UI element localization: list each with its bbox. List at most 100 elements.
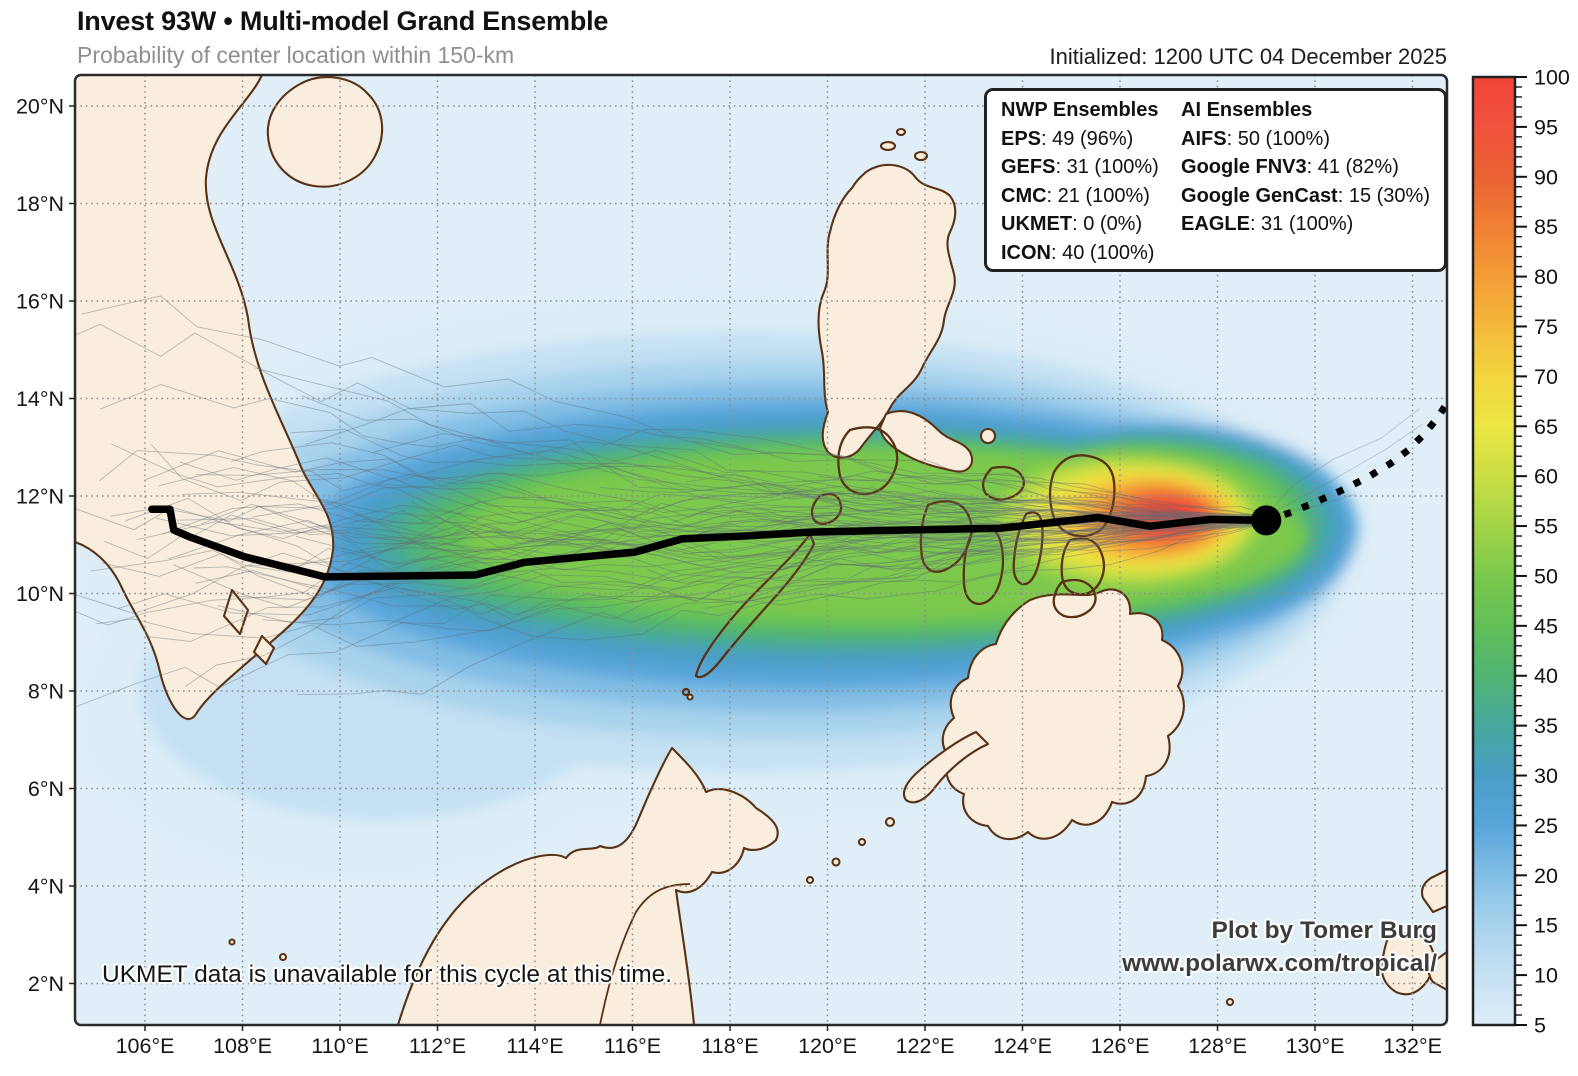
x-axis-label: 124°E	[993, 1034, 1052, 1058]
colorbar-tick-label: 70	[1534, 365, 1558, 389]
land-sulu-4	[805, 875, 815, 885]
ensemble-track	[168, 509, 1269, 560]
ensemble-track	[125, 497, 1268, 540]
ensemble-track	[262, 515, 1264, 632]
y-axis-label: 16°N	[16, 290, 64, 314]
credit-author: Plot by Tomer Burg	[1211, 917, 1437, 944]
land-catanduanes	[979, 427, 997, 445]
x-axis-label: 132°E	[1383, 1034, 1442, 1058]
ensemble-track	[110, 443, 1270, 526]
probability-heatmap	[80, 296, 1360, 875]
legend-heading: AI Ensembles	[1181, 99, 1313, 121]
island-masbate	[981, 465, 1025, 501]
best-track-line	[148, 505, 1271, 581]
land-moluccas-2	[1427, 950, 1447, 992]
ensemble-track	[290, 428, 1269, 523]
land-sulu-2	[857, 837, 867, 847]
legend-heading: NWP Ensembles	[1001, 99, 1159, 121]
ensemble-track	[181, 491, 1264, 567]
ensemble-track	[691, 440, 1270, 525]
gridlines	[75, 75, 1447, 1025]
land-mekong-islet	[222, 588, 250, 636]
colorbar-tick-label: 15	[1534, 914, 1558, 938]
land-islet-s2	[228, 938, 236, 946]
x-axis-label: 116°E	[604, 1034, 661, 1058]
y-axis-label: 12°N	[16, 485, 64, 509]
legend-item: Google GenCast: 15 (30%)	[1181, 184, 1430, 207]
ensemble-track	[817, 475, 1268, 521]
land-babuyan-2	[913, 150, 929, 162]
colorbar-tick-label: 100	[1534, 66, 1570, 90]
legend-item: GEFS: 31 (100%)	[1001, 156, 1159, 178]
ensemble-track	[305, 408, 1268, 517]
ukmet-note: UKMET data is unavailable for this cycle…	[102, 961, 673, 988]
island-panay	[919, 500, 973, 573]
land-babuyan-3	[895, 127, 907, 137]
page-title: Invest 93W • Multi-model Grand Ensemble	[77, 6, 609, 36]
ensemble-legend: NWP Ensembles EPS: 49 (96%) GEFS: 31 (100%…	[984, 88, 1447, 272]
land-hainan	[266, 76, 384, 188]
ensemble-track	[147, 521, 1263, 642]
colorbar-tick-label: 5	[1534, 1014, 1546, 1038]
colorbar-tick-label: 85	[1534, 215, 1558, 239]
ensemble-track	[1265, 408, 1420, 517]
y-axis-label: 20°N	[16, 95, 64, 119]
y-axis-label: 4°N	[28, 875, 64, 899]
y-axis-label: 14°N	[16, 387, 64, 411]
land-borneo	[396, 746, 779, 1025]
track-layer	[148, 401, 1447, 581]
ensemble-track	[195, 469, 1269, 520]
legend-item: Google FNV3: 41 (82%)	[1181, 156, 1399, 178]
land-islet-s3	[1225, 997, 1235, 1007]
colorbar-tick-label: 35	[1534, 714, 1558, 738]
ensemble-track	[1265, 423, 1423, 517]
ensemble-track	[297, 522, 1265, 695]
current-position-marker	[1251, 505, 1282, 536]
ensemble-track	[95, 523, 1266, 647]
colorbar-tick-label: 55	[1534, 515, 1558, 539]
ensemble-track	[137, 518, 1270, 544]
ensemble-track	[193, 520, 1268, 641]
land-spratly	[686, 693, 694, 701]
ensemble-track	[75, 323, 1266, 518]
legend-column: AI Ensembles AIFS: 50 (100%) Google FNV3: …	[1181, 96, 1430, 264]
ensemble-track	[217, 517, 1268, 624]
ensemble-track	[387, 519, 1269, 625]
x-axis-label: 118°E	[701, 1034, 758, 1058]
colorbar-tick-label: 90	[1534, 165, 1558, 189]
land-mindanao	[941, 588, 1185, 841]
axis-labels: 106°E 108°E 110°E 112°E 114°E 116°E 118°E 120°E…	[16, 95, 1442, 1059]
x-axis-label: 120°E	[798, 1034, 857, 1058]
island-bohol	[1052, 578, 1097, 619]
island-leyte	[1060, 537, 1106, 596]
initialized-timestamp: Initialized: 1200 UTC 04 December 2025	[1049, 44, 1447, 69]
x-axis-label: 112°E	[409, 1034, 466, 1058]
legend-item: ICON: 40 (100%)	[1001, 241, 1155, 264]
land-mekong-islet-2	[252, 634, 276, 666]
credits: Plot by Tomer Burg www.polarwx.com/tropi…	[1122, 914, 1437, 980]
ensemble-track	[185, 519, 1264, 687]
ensemble-track	[700, 505, 1265, 525]
colorbar-tick-label: 50	[1534, 564, 1558, 588]
x-axis-label: 110°E	[311, 1034, 368, 1058]
colorbar-tick-label: 30	[1534, 764, 1558, 788]
ensemble-track	[150, 443, 1267, 522]
land-sulu-1	[884, 816, 896, 828]
ensemble-track	[256, 465, 1265, 519]
legend-item: UKMET: 0 (0%)	[1001, 213, 1143, 235]
ensemble-track	[249, 516, 1268, 568]
ensemble-track	[230, 519, 1270, 601]
colorbar-tick-label: 25	[1534, 814, 1558, 838]
colorbar: 5 10 15 20 25 30 35 40 45 50 55 60 65 70 75 80 85 90 95 100	[1471, 66, 1570, 1038]
ensemble-track	[75, 506, 1269, 620]
y-axis-label: 18°N	[16, 192, 64, 216]
land-islet-s1	[278, 952, 288, 962]
ensemble-track	[252, 477, 1263, 558]
ensemble-track	[705, 516, 1266, 609]
ensemble-track	[295, 515, 1266, 591]
y-axis-label: 6°N	[28, 777, 64, 801]
ensemble-track	[75, 522, 1266, 711]
colorbar-gradient	[1471, 75, 1517, 1027]
ensemble-track	[75, 519, 1267, 626]
